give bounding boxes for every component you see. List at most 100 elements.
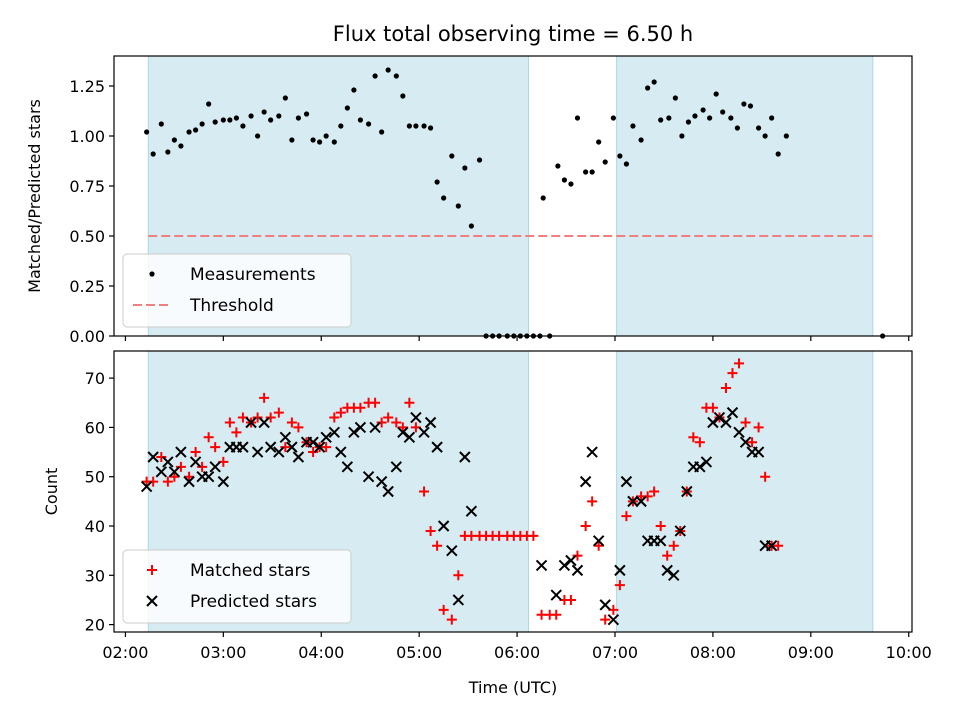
predicted-star-point: [390, 461, 403, 473]
measurement-point: [449, 153, 455, 159]
y-tick-label: 60: [85, 418, 105, 437]
measurement-point: [589, 169, 595, 175]
predicted-star-point: [431, 441, 443, 453]
matched-star-point: [593, 540, 604, 551]
matched-star-point: [259, 392, 270, 403]
measurement-point: [700, 107, 706, 113]
measurement-point: [227, 117, 233, 123]
matched-star-point: [210, 442, 221, 453]
x-tick-label: 04:00: [298, 643, 344, 662]
matched-star-point: [425, 525, 436, 536]
predicted-star-point: [258, 416, 270, 429]
predicted-star-point: [397, 426, 409, 439]
matched-star-point: [446, 614, 457, 625]
legend-label: Matched stars: [190, 561, 310, 581]
measurement-point: [692, 113, 698, 119]
predicted-star-point: [418, 426, 430, 439]
matched-star-point: [453, 570, 464, 581]
measurement-point: [365, 121, 372, 127]
predicted-star-point: [292, 451, 305, 463]
measurement-point: [583, 169, 589, 175]
predicted-star-point: [607, 613, 620, 626]
measurement-point: [762, 133, 768, 139]
bottom-panel: 02:00 03:00 04:00 05:00 06:00 07:00 08:00 09:00…: [42, 350, 932, 662]
matched-star-point: [203, 432, 214, 443]
measurement-point: [261, 109, 267, 115]
matched-star-point: [587, 496, 598, 507]
top-panel: 0.00 0.25 0.50 0.75 1.00 1.25 Matched/Predicte…: [25, 55, 913, 346]
matched-star-point: [662, 550, 673, 561]
matched-star-point: [293, 422, 304, 433]
measurement-point: [158, 121, 164, 127]
figure-title: Flux total observing time = 6.50 h: [333, 22, 693, 46]
x-tick-label: 02:00: [102, 643, 148, 662]
measurement-point: [171, 137, 177, 143]
predicted-star-point: [452, 594, 465, 606]
matched-star-point: [740, 417, 751, 428]
measurement-point: [658, 117, 664, 123]
y-tick-label: 0.75: [69, 177, 105, 196]
predicted-star-point: [362, 471, 375, 483]
matched-star-point: [642, 491, 653, 502]
matched-star-point: [580, 521, 591, 532]
x-tick-label: 10:00: [886, 643, 932, 662]
matched-star-point: [734, 358, 745, 369]
legend-label: Predicted stars: [190, 592, 317, 612]
predicted-star-point: [571, 564, 584, 577]
matched-star-point: [753, 422, 764, 433]
predicted-star-point: [140, 480, 153, 493]
predicted-star-point: [175, 446, 187, 458]
legend-label: Threshold: [189, 296, 274, 316]
predicted-star-point: [375, 475, 388, 488]
x-tick-label: 05:00: [396, 643, 442, 662]
matched-star-point: [355, 402, 366, 413]
measurement-point: [413, 123, 419, 129]
measurement-point: [150, 151, 156, 157]
measurement-point: [434, 179, 440, 185]
legend-marker-predicted: [146, 595, 158, 607]
measurement-point: [400, 93, 406, 99]
measurement-point: [645, 85, 651, 91]
matched-star-point: [614, 580, 625, 591]
predicted-star-point: [162, 456, 174, 468]
predicted-star-point: [354, 421, 367, 434]
measurement-point: [617, 153, 623, 159]
measurement-point: [679, 133, 685, 139]
predicted-star-point: [550, 589, 562, 601]
measurement-point: [756, 125, 762, 131]
predicted-star-point: [713, 411, 726, 424]
measurement-point: [240, 123, 246, 129]
predicted-star-point: [694, 461, 706, 473]
predicted-star-point: [681, 485, 693, 498]
measurement-point: [462, 165, 468, 171]
legend-marker-matched: [147, 565, 157, 575]
x-tick-label: 08:00: [690, 643, 736, 662]
predicted-star-point: [424, 416, 437, 429]
measurement-point: [468, 223, 474, 229]
predicted-star-point: [341, 461, 354, 473]
measurement-point: [344, 105, 350, 111]
matched-star-point: [760, 471, 771, 482]
y-tick-label: 70: [85, 369, 105, 388]
measurement-point: [276, 113, 282, 119]
measurement-point: [323, 133, 329, 139]
predicted-star-point: [752, 446, 765, 458]
matched-star-point: [148, 476, 159, 487]
predicted-star-point: [313, 441, 326, 453]
measurement-point: [233, 115, 239, 121]
measurement-point: [421, 123, 427, 129]
measurement-point: [441, 195, 447, 201]
y-tick-label: 0.00: [69, 327, 105, 346]
y-tick-label: 1.00: [69, 127, 105, 146]
predicted-star-point: [189, 456, 202, 468]
measurement-point: [666, 115, 672, 121]
predicted-star-point: [348, 426, 360, 439]
predicted-star-point: [403, 431, 416, 443]
matched-star-point: [688, 432, 699, 443]
observing-window-band: [616, 55, 874, 337]
measurement-point: [747, 103, 754, 109]
measurement-point: [289, 137, 295, 143]
matched-star-point: [655, 521, 666, 532]
x-tick-label: 09:00: [788, 643, 834, 662]
